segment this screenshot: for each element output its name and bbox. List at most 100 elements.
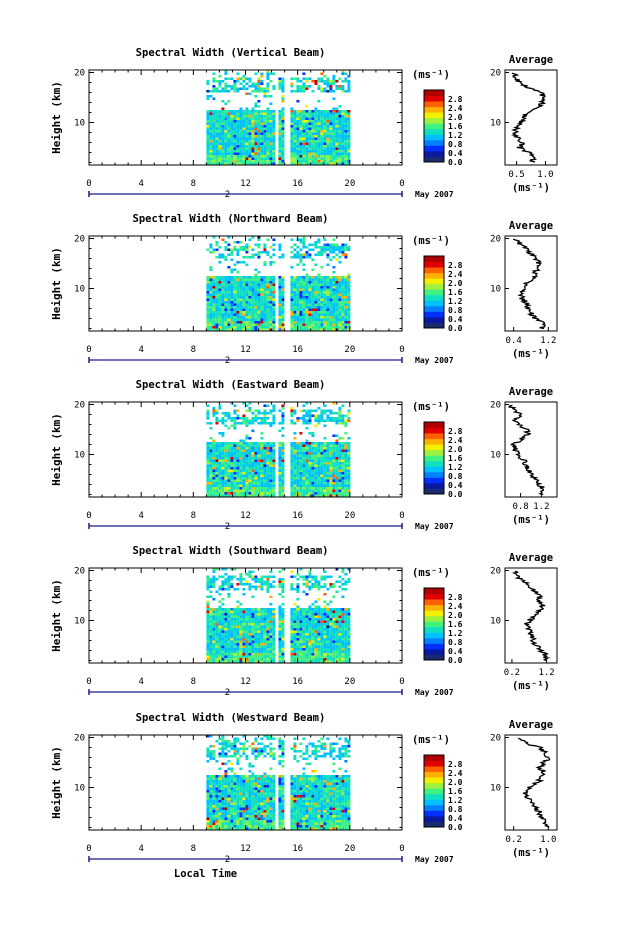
heatmap-cell: [335, 457, 338, 460]
heatmap-cell: [272, 631, 275, 634]
heatmap-cell: [269, 299, 272, 302]
heatmap-cell: [272, 254, 275, 257]
heatmap-cell: [323, 480, 326, 483]
heatmap-cell: [329, 643, 332, 646]
heatmap-cell: [224, 241, 227, 244]
heatmap-cell: [290, 125, 293, 128]
heatmap-cell: [317, 279, 320, 282]
heatmap-cell: [281, 588, 284, 591]
heatmap-cell: [263, 480, 266, 483]
heatmap-cell: [281, 150, 284, 153]
heatmap-cell: [209, 158, 212, 161]
heatmap-cell: [278, 314, 281, 317]
heatmap-cell: [314, 264, 317, 267]
heatmap-cell: [227, 636, 230, 639]
panel-title: Spectral Width (Southward Beam): [133, 545, 329, 557]
heatmap-cell: [326, 321, 329, 324]
heatmap-cell: [323, 251, 326, 254]
heatmap-cell: [215, 140, 218, 143]
heatmap-cell: [320, 309, 323, 312]
heatmap-cell: [227, 485, 230, 488]
heatmap-cell: [260, 450, 263, 453]
heatmap-cell: [206, 467, 209, 470]
heatmap-cell: [272, 492, 275, 495]
heatmap-cell: [251, 477, 254, 480]
heatmap-cell: [308, 482, 311, 485]
heatmap-cell: [347, 314, 350, 317]
heatmap-cell: [239, 440, 242, 443]
heatmap-cell: [221, 281, 224, 284]
heatmap-cell: [341, 460, 344, 463]
heatmap-cell: [206, 626, 209, 629]
heatmap-cell: [236, 583, 239, 586]
heatmap-cell: [218, 284, 221, 287]
heatmap-cell: [212, 160, 215, 163]
heatmap-cell: [266, 83, 269, 86]
heatmap-cell: [317, 583, 320, 586]
colorbar-segment: [424, 123, 444, 129]
heatmap-cell: [257, 123, 260, 126]
heatmap-cell: [218, 299, 221, 302]
heatmap-cell: [332, 633, 335, 636]
heatmap-cell: [347, 324, 350, 327]
heatmap-cell: [308, 294, 311, 297]
heatmap-cell: [257, 246, 260, 249]
heatmap-cell: [332, 470, 335, 473]
heatmap-cell: [311, 450, 314, 453]
heatmap-cell: [278, 487, 281, 490]
heatmap-cell: [269, 485, 272, 488]
heatmap-cell: [308, 422, 311, 425]
heatmap-cell: [254, 289, 257, 292]
heatmap-cell: [296, 583, 299, 586]
heatmap-cell: [317, 450, 320, 453]
heatmap-cell: [257, 467, 260, 470]
heatmap-cell: [269, 319, 272, 322]
heatmap-cell: [239, 155, 242, 158]
heatmap-cell: [311, 145, 314, 148]
heatmap-cell: [239, 246, 242, 249]
heatmap-cell: [314, 311, 317, 314]
heatmap-cell: [329, 586, 332, 589]
heatmap-cell: [224, 623, 227, 626]
colorbar-segment: [424, 444, 444, 450]
heatmap-cell: [293, 480, 296, 483]
heatmap-cell: [323, 460, 326, 463]
heatmap-cell: [341, 123, 344, 126]
heatmap-cell: [302, 140, 305, 143]
heatmap-cell: [242, 326, 245, 329]
heatmap-cell: [272, 467, 275, 470]
heatmap-cell: [230, 485, 233, 488]
heatmap-cell: [347, 279, 350, 282]
heatmap-cell: [233, 485, 236, 488]
heatmap-cell: [209, 294, 212, 297]
heatmap-cell: [212, 316, 215, 319]
panel-title: Spectral Width (Vertical Beam): [136, 47, 326, 59]
heatmap-cell: [248, 487, 251, 490]
heatmap-cell: [326, 110, 329, 113]
heatmap-cell: [263, 633, 266, 636]
heatmap-cell: [341, 246, 344, 249]
heatmap-cell: [335, 108, 338, 111]
heatmap-cell: [302, 583, 305, 586]
heatmap-cell: [230, 140, 233, 143]
heatmap-cell: [281, 470, 284, 473]
heatmap-cell: [257, 306, 260, 309]
heatmap-cell: [212, 578, 215, 581]
heatmap-cell: [305, 123, 308, 126]
heatmap-cell: [218, 588, 221, 591]
heatmap-cell: [209, 467, 212, 470]
heatmap-cell: [218, 455, 221, 458]
heatmap-cell: [254, 299, 257, 302]
heatmap-cell: [236, 442, 239, 445]
heatmap-cell: [260, 467, 263, 470]
heatmap-cell: [281, 148, 284, 151]
heatmap-cell: [257, 643, 260, 646]
heatmap-cell: [266, 588, 269, 591]
heatmap-cell: [251, 475, 254, 478]
heatmap-cell: [299, 485, 302, 488]
heatmap-cell: [335, 143, 338, 146]
heatmap-cell: [329, 85, 332, 88]
heatmap-cell: [314, 633, 317, 636]
heatmap-cell: [308, 143, 311, 146]
heatmap-cell: [260, 148, 263, 151]
